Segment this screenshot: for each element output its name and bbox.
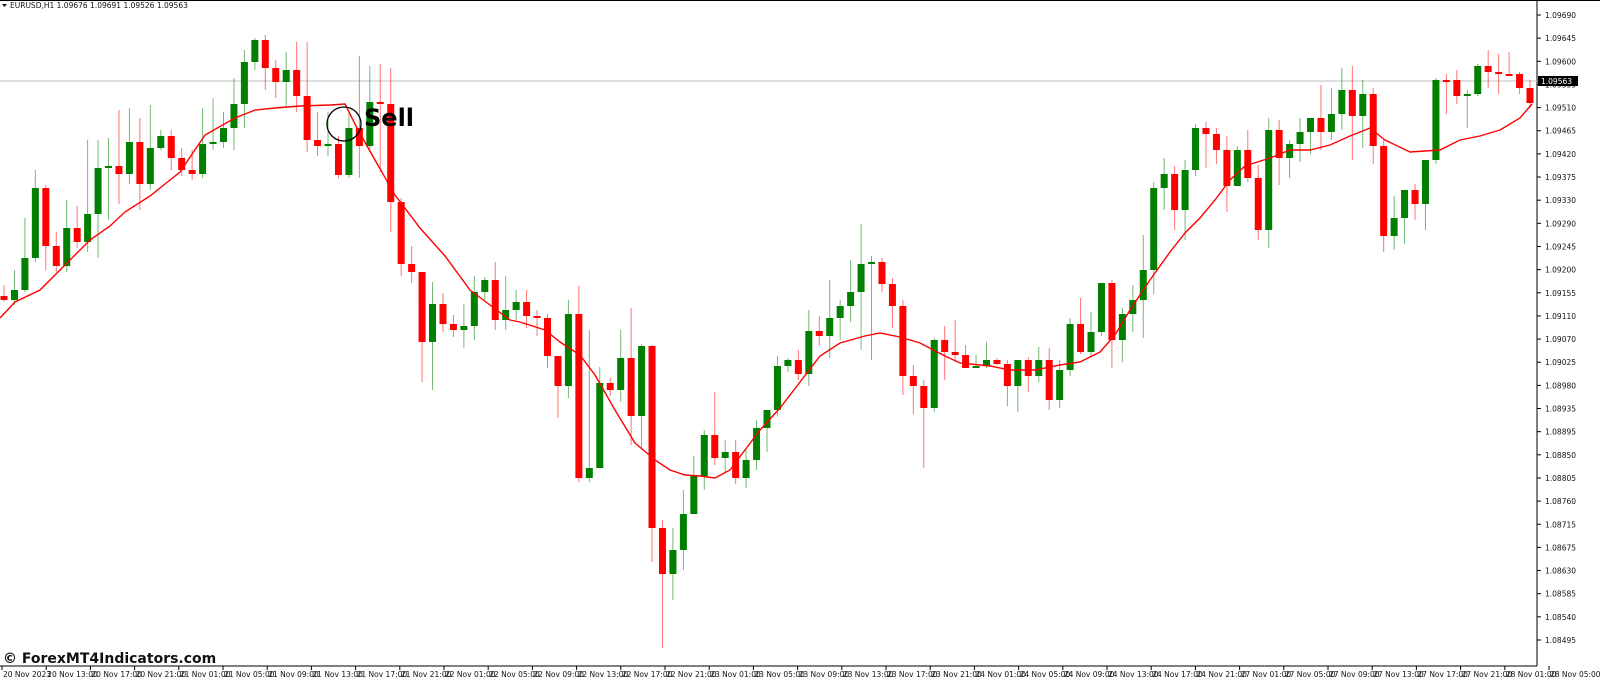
sell-signal-label: Sell [364, 104, 415, 132]
svg-text:23 Nov 01:00: 23 Nov 01:00 [710, 670, 761, 679]
svg-text:24 Nov 05:00: 24 Nov 05:00 [1020, 670, 1071, 679]
svg-text:1.08980: 1.08980 [1545, 381, 1576, 390]
svg-text:27 Nov 09:00: 27 Nov 09:00 [1329, 670, 1380, 679]
svg-text:21 Nov 21:00: 21 Nov 21:00 [401, 670, 452, 679]
svg-text:22 Nov 13:00: 22 Nov 13:00 [578, 670, 629, 679]
svg-text:1.08760: 1.08760 [1545, 497, 1576, 506]
svg-text:27 Nov 17:00: 27 Nov 17:00 [1417, 670, 1468, 679]
svg-text:21 Nov 05:00: 21 Nov 05:00 [224, 670, 275, 679]
svg-text:24 Nov 13:00: 24 Nov 13:00 [1108, 670, 1159, 679]
svg-text:24 Nov 21:00: 24 Nov 21:00 [1196, 670, 1247, 679]
svg-text:1.08895: 1.08895 [1545, 428, 1576, 437]
watermark: © ForexMT4Indicators.com [3, 651, 217, 667]
svg-text:23 Nov 13:00: 23 Nov 13:00 [843, 670, 894, 679]
candlesticks [0, 35, 1534, 648]
svg-text:27 Nov 01:00: 27 Nov 01:00 [1241, 670, 1292, 679]
svg-text:21 Nov 17:00: 21 Nov 17:00 [357, 670, 408, 679]
svg-text:1.09200: 1.09200 [1545, 266, 1576, 275]
svg-text:1.09025: 1.09025 [1545, 358, 1576, 367]
svg-text:27 Nov 13:00: 27 Nov 13:00 [1373, 670, 1424, 679]
svg-text:23 Nov 09:00: 23 Nov 09:00 [799, 670, 850, 679]
svg-text:1.08850: 1.08850 [1545, 451, 1576, 460]
svg-text:1.09645: 1.09645 [1545, 34, 1576, 43]
svg-text:20 Nov 2023: 20 Nov 2023 [3, 670, 51, 679]
svg-text:1.09245: 1.09245 [1545, 242, 1576, 251]
svg-text:23 Nov 17:00: 23 Nov 17:00 [887, 670, 938, 679]
svg-text:1.09420: 1.09420 [1545, 150, 1576, 159]
current-price-badge: 1.09563 [1538, 76, 1578, 86]
svg-text:27 Nov 21:00: 27 Nov 21:00 [1462, 670, 1513, 679]
svg-text:1.08935: 1.08935 [1545, 405, 1576, 414]
svg-text:28 Nov 05:00: 28 Nov 05:00 [1550, 670, 1600, 679]
svg-text:20 Nov 21:00: 20 Nov 21:00 [136, 670, 187, 679]
svg-text:23 Nov 05:00: 23 Nov 05:00 [754, 670, 805, 679]
svg-text:21 Nov 01:00: 21 Nov 01:00 [180, 670, 231, 679]
svg-text:1.09070: 1.09070 [1545, 335, 1576, 344]
svg-text:1.08675: 1.08675 [1545, 543, 1576, 552]
svg-text:20 Nov 17:00: 20 Nov 17:00 [91, 670, 142, 679]
svg-text:22 Nov 21:00: 22 Nov 21:00 [666, 670, 717, 679]
moving-average-line [0, 103, 1533, 479]
svg-text:1.09563: 1.09563 [1541, 77, 1572, 86]
svg-text:22 Nov 09:00: 22 Nov 09:00 [533, 670, 584, 679]
svg-text:1.09155: 1.09155 [1545, 289, 1576, 298]
svg-text:1.09330: 1.09330 [1545, 196, 1576, 205]
svg-text:20 Nov 13:00: 20 Nov 13:00 [47, 670, 98, 679]
svg-text:1.09110: 1.09110 [1545, 312, 1576, 321]
svg-text:22 Nov 05:00: 22 Nov 05:00 [489, 670, 540, 679]
svg-text:1.08495: 1.08495 [1545, 636, 1576, 645]
svg-text:1.08805: 1.08805 [1545, 474, 1576, 483]
svg-text:1.09465: 1.09465 [1545, 127, 1576, 136]
svg-text:1.09375: 1.09375 [1545, 173, 1576, 182]
svg-text:1.08715: 1.08715 [1545, 520, 1576, 529]
svg-text:24 Nov 01:00: 24 Nov 01:00 [975, 670, 1026, 679]
svg-text:21 Nov 09:00: 21 Nov 09:00 [268, 670, 319, 679]
svg-text:24 Nov 09:00: 24 Nov 09:00 [1064, 670, 1115, 679]
svg-text:1.09510: 1.09510 [1545, 104, 1576, 113]
svg-text:EURUSD,H1 1.09676 1.09691 1.0: EURUSD,H1 1.09676 1.09691 1.09526 1.0956… [10, 1, 188, 10]
svg-text:1.09600: 1.09600 [1545, 57, 1576, 66]
axes: 1.096901.096451.096001.095551.095101.094… [0, 0, 1600, 679]
svg-text:21 Nov 13:00: 21 Nov 13:00 [312, 670, 363, 679]
svg-text:27 Nov 05:00: 27 Nov 05:00 [1285, 670, 1336, 679]
svg-text:1.09690: 1.09690 [1545, 11, 1576, 20]
sell-signal-circle-icon [326, 106, 362, 142]
dropdown-triangle-icon [2, 4, 7, 7]
svg-text:24 Nov 17:00: 24 Nov 17:00 [1152, 670, 1203, 679]
svg-text:1.08585: 1.08585 [1545, 590, 1576, 599]
svg-text:28 Nov 01:00: 28 Nov 01:00 [1506, 670, 1557, 679]
svg-text:23 Nov 21:00: 23 Nov 21:00 [931, 670, 982, 679]
svg-text:1.08630: 1.08630 [1545, 567, 1576, 576]
svg-text:1.09290: 1.09290 [1545, 219, 1576, 228]
svg-text:22 Nov 17:00: 22 Nov 17:00 [622, 670, 673, 679]
svg-text:1.08540: 1.08540 [1545, 613, 1576, 622]
svg-text:22 Nov 01:00: 22 Nov 01:00 [445, 670, 496, 679]
chart-title: EURUSD,H1 1.09676 1.09691 1.09526 1.0956… [2, 1, 188, 10]
